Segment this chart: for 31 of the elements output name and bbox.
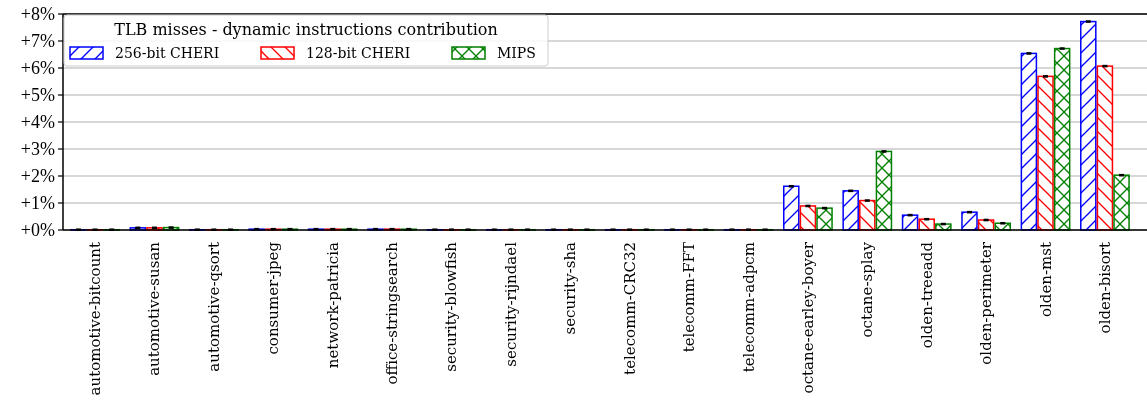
legend-label: MIPS [497, 45, 536, 61]
y-tick-label: +1% [20, 193, 55, 213]
y-tick-label: +6% [20, 58, 55, 78]
y-tick-label: +5% [20, 85, 55, 105]
y-tick-label: +7% [20, 31, 55, 51]
x-tick-label: telecomm-FFT [680, 242, 699, 353]
x-tick-label: telecomm-CRC32 [620, 242, 639, 375]
x-tick-label: telecomm-adpcm [739, 242, 758, 373]
x-tick-label: security-blowfish [442, 241, 461, 372]
x-tick-label: automotive-qsort [204, 242, 223, 372]
x-tick-label: automotive-susan [145, 241, 164, 376]
x-tick-label: security-sha [561, 241, 580, 335]
x-tick-label: consumer-jpeg [264, 241, 283, 355]
y-tick-label: +0% [20, 220, 55, 240]
x-tick-label: office-stringsearch [383, 241, 402, 385]
y-tick-label: +8% [20, 4, 55, 24]
y-tick-label: +4% [20, 112, 55, 132]
y-tick-label: +3% [20, 139, 55, 159]
x-tick-label: octane-splay [858, 241, 877, 338]
x-tick-label: automotive-bitcount [86, 242, 105, 396]
x-tick-label: olden-bisort [1095, 242, 1114, 334]
x-tick-label: network-patricia [323, 241, 342, 369]
x-tick-label: olden-perimeter [977, 241, 996, 365]
legend-label: 128-bit CHERI [306, 45, 411, 61]
legend-label: 256-bit CHERI [115, 45, 220, 61]
legend-title: TLB misses - dynamic instructions contribution [114, 19, 498, 39]
x-tick-label: octane-earley-boyer [798, 241, 817, 394]
x-tick-label: olden-treeadd [917, 241, 936, 349]
x-tick-label: olden-mst [1036, 242, 1055, 317]
y-tick-label: +2% [20, 166, 55, 186]
x-tick-label: security-rijndael [501, 241, 520, 367]
